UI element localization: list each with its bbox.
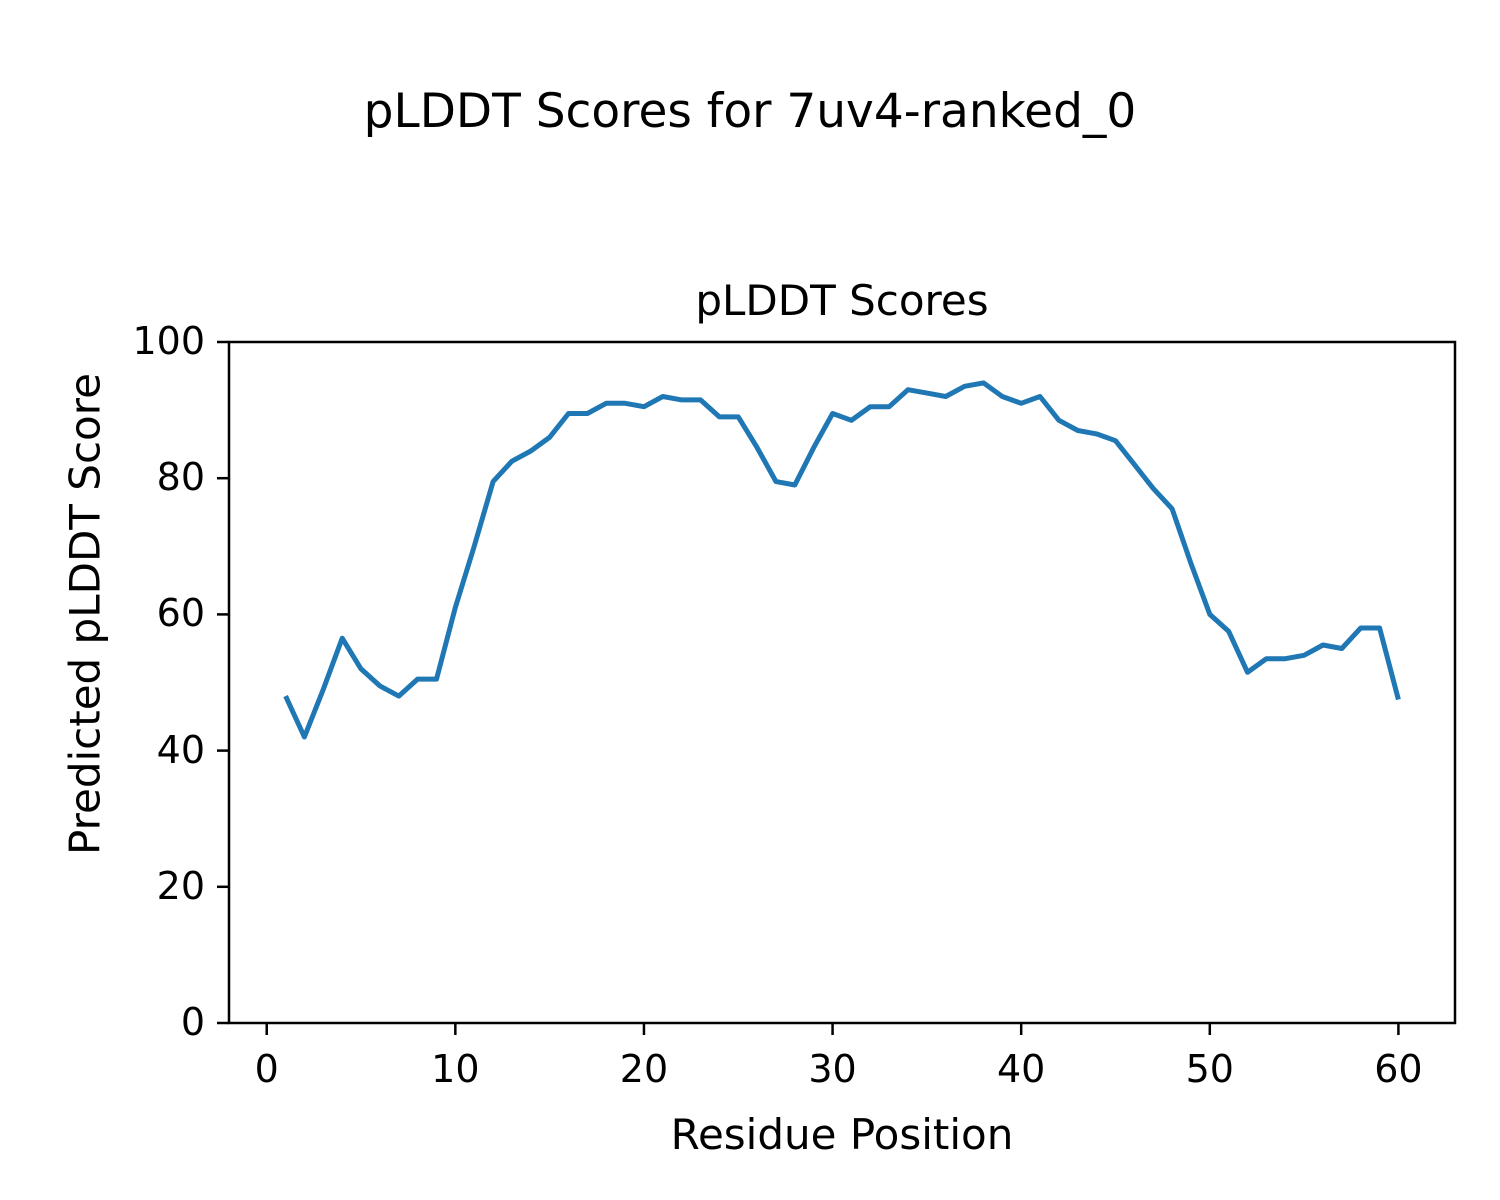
axes-spines: [227, 340, 1457, 1025]
x-tick-label: 40: [996, 1047, 1046, 1091]
y-tick-label: 0: [180, 1000, 205, 1045]
y-tick-label: 20: [156, 863, 205, 908]
x-tick-label: 30: [808, 1047, 857, 1091]
y-tick-label: 60: [156, 591, 205, 636]
axes-title: pLDDT Scores: [695, 276, 989, 325]
plddt-line: [283, 380, 1401, 740]
y-tick-label: 80: [156, 455, 205, 500]
x-tick-label: 60: [1374, 1047, 1423, 1091]
y-tick-label: 40: [156, 727, 205, 772]
x-tick-label: 10: [431, 1047, 480, 1091]
x-tick-label: 20: [619, 1047, 669, 1091]
x-tick-label: 0: [254, 1047, 279, 1091]
x-tick-label: 50: [1185, 1047, 1234, 1091]
y-tick-label: 100: [132, 319, 205, 364]
x-axis-label: Residue Position: [670, 1110, 1014, 1159]
figure-title: pLDDT Scores for 7uv4-ranked_0: [363, 84, 1137, 139]
